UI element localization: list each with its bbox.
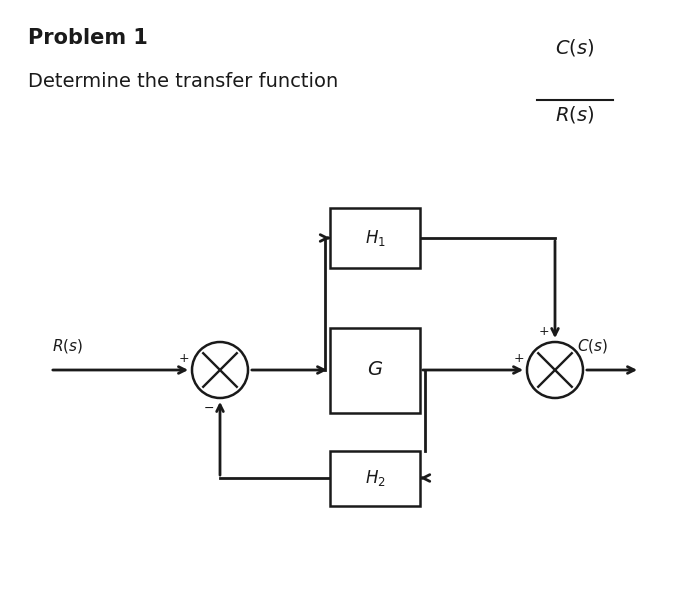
Text: −: − — [204, 402, 214, 415]
Text: +: + — [178, 352, 189, 365]
Text: $C(s)$: $C(s)$ — [577, 337, 608, 355]
Text: Determine the transfer function: Determine the transfer function — [28, 72, 338, 91]
Text: Problem 1: Problem 1 — [28, 28, 148, 48]
Text: $G$: $G$ — [367, 361, 383, 379]
Text: $H_1$: $H_1$ — [365, 228, 386, 248]
Bar — [330, 327, 420, 412]
Bar — [330, 208, 420, 268]
Text: $C(s)$: $C(s)$ — [555, 37, 595, 58]
Circle shape — [192, 342, 248, 398]
Text: $R(s)$: $R(s)$ — [555, 104, 594, 125]
Text: +: + — [538, 325, 549, 338]
Bar — [330, 451, 420, 505]
Text: +: + — [513, 352, 524, 365]
Text: $R(s)$: $R(s)$ — [52, 337, 83, 355]
Circle shape — [527, 342, 583, 398]
Text: $H_2$: $H_2$ — [365, 468, 386, 488]
